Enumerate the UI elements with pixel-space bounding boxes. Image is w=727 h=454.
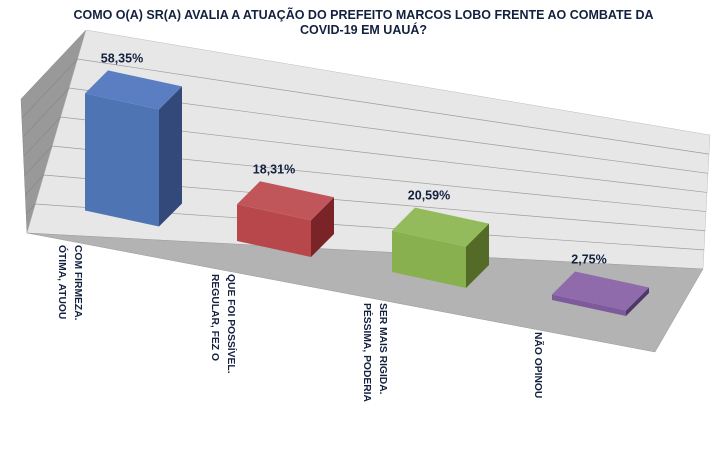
svg-text:18,31%: 18,31% [253, 162, 295, 176]
svg-text:58,35%: 58,35% [101, 51, 143, 65]
svg-text:2,75%: 2,75% [571, 252, 606, 266]
svg-text:20,59%: 20,59% [408, 189, 450, 203]
